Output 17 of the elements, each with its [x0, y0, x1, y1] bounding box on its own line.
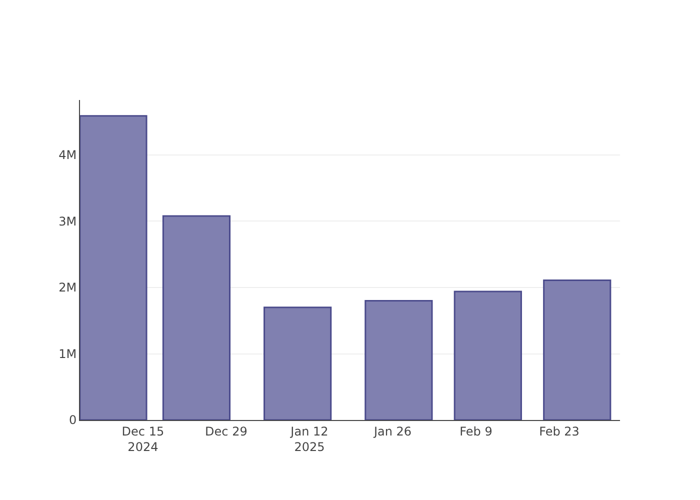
- bar: [543, 279, 612, 420]
- x-tick-label: Feb 9: [460, 424, 492, 438]
- bar: [364, 300, 433, 420]
- bar: [162, 215, 231, 420]
- x-tick-label: Jan 12 2025: [290, 424, 328, 454]
- bar: [264, 306, 332, 420]
- y-tick-label: 3M: [58, 214, 77, 228]
- bar: [80, 115, 148, 420]
- x-tick-label: Jan 26: [372, 424, 412, 438]
- bar: [454, 290, 522, 420]
- y-tick-label: 0: [68, 413, 77, 428]
- x-tick-label: Dec 29: [205, 424, 248, 438]
- y-tick-label: 4M: [58, 148, 77, 162]
- x-tick-label: Feb 23: [539, 424, 580, 438]
- x-tick-label: Dec 15 2024: [122, 424, 164, 454]
- y-tick-label: 2M: [58, 280, 77, 295]
- y-tick-label: 1M: [58, 346, 77, 361]
